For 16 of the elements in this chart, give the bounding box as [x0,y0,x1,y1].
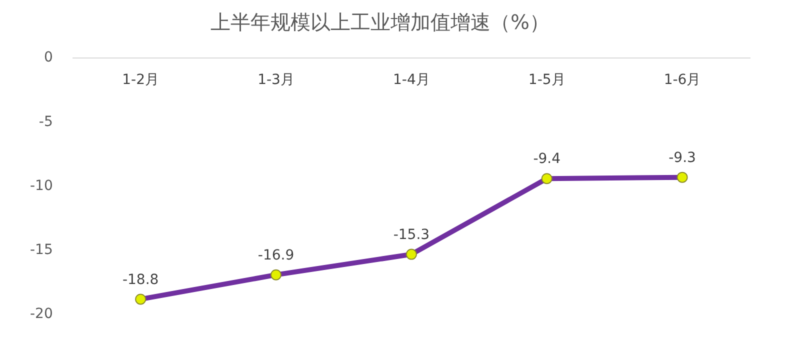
x-tick-label: 1-2月 [122,72,160,88]
x-tick-label: 1-4月 [392,72,430,88]
y-tick-label: 0 [44,50,53,66]
data-label: -15.3 [393,226,430,243]
y-tick-label: -15 [30,242,53,258]
data-label: -16.9 [258,247,294,264]
data-label: -18.8 [122,272,159,288]
y-tick-label: -5 [38,114,53,130]
x-tick-label: 1-6月 [664,72,701,88]
x-tick-label: 1-3月 [258,72,294,88]
y-tick-label: -20 [30,306,53,322]
chart-title: 上半年规模以上工业增加值增速（%） [210,10,550,34]
y-tick-label: -10 [30,178,53,194]
x-tick-label: 1-5月 [528,72,566,88]
data-label: -9.3 [668,150,696,166]
data-label: -9.4 [533,151,561,168]
